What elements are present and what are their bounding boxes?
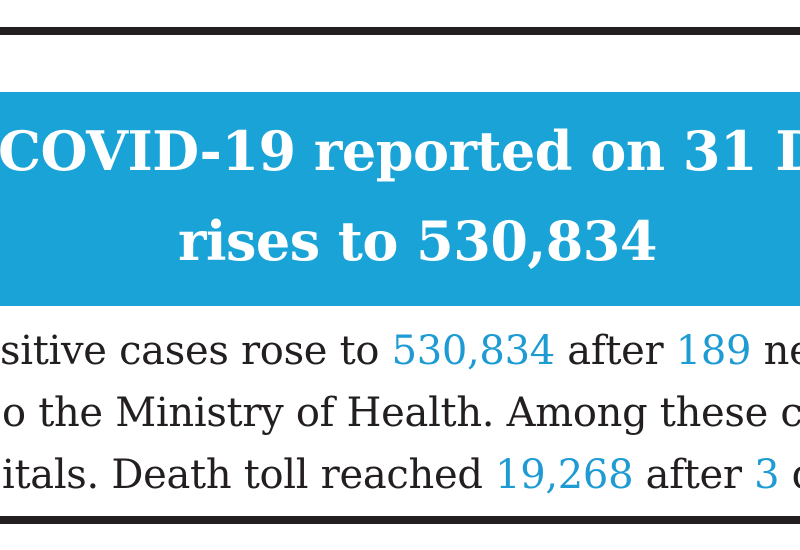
body-text: after xyxy=(554,328,676,374)
headline-banner: COVID-19 reported on 31 Dece rises to 53… xyxy=(0,92,800,306)
body-text: itals. Death toll reached xyxy=(2,452,496,498)
case-count: 530,834 xyxy=(391,328,556,374)
headline-line-2: rises to 530,834 xyxy=(178,209,657,273)
body-text: after xyxy=(633,452,755,498)
body-text: nev xyxy=(763,328,800,374)
headline-line-1: COVID-19 reported on 31 Dece xyxy=(0,119,800,183)
body-text: di xyxy=(779,452,800,498)
body-line-2: o the Ministry of Health. Among these co xyxy=(2,393,800,433)
new-death-count: 3 xyxy=(754,452,780,498)
body-line-3: itals. Death toll reached 19,268 after 3… xyxy=(2,455,800,495)
top-rule xyxy=(0,27,800,35)
death-toll: 19,268 xyxy=(495,452,634,498)
body-text: o the Ministry of Health. Among these co xyxy=(2,390,800,436)
new-case-count: 189 xyxy=(675,328,752,374)
body-text: sitive cases rose to xyxy=(0,328,392,374)
bottom-rule xyxy=(0,516,800,524)
body-line-1: sitive cases rose to 530,834 after 189 n… xyxy=(0,331,800,371)
